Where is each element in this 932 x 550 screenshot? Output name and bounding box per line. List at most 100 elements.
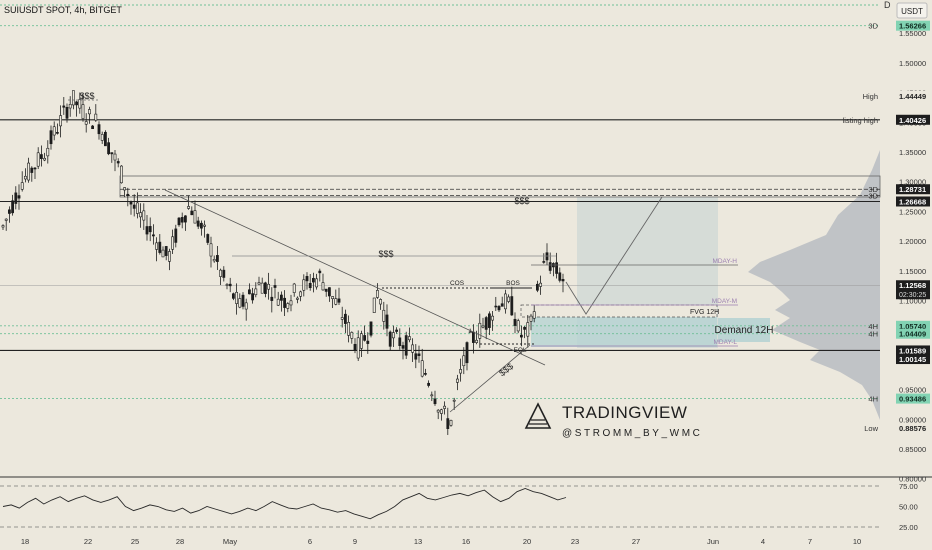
time-tick-label: 25 [131, 537, 139, 546]
candle-body [500, 303, 504, 307]
candle-body [561, 279, 565, 282]
candle-body [289, 300, 293, 306]
mday-m-label: MDAY-M [712, 298, 737, 305]
time-tick-label: 10 [853, 537, 861, 546]
price-box-11 [896, 393, 930, 404]
bos-label: BOS [506, 280, 520, 287]
corner-label: D [884, 0, 891, 10]
candle-body [529, 315, 533, 322]
candle-body [142, 210, 146, 221]
candle-body [116, 161, 120, 164]
candle-body [129, 201, 133, 205]
demand-label: Demand 12H [715, 325, 774, 336]
candle-body [14, 192, 18, 204]
rsi-tick-label: 25.00 [899, 523, 918, 532]
candle-body [443, 405, 447, 409]
candle-body [295, 297, 299, 300]
candle-body [324, 288, 328, 292]
candle-body [491, 315, 495, 321]
rsi-panel: 75.00 50.00 25.00 [0, 476, 932, 532]
candle-body [388, 331, 392, 347]
watermark-handle: @STROMM_BY_WMC [562, 428, 702, 439]
candle-body [84, 121, 88, 125]
candle-body [27, 162, 31, 181]
level-text-11: 4H [868, 395, 878, 404]
time-tick-label: 6 [308, 537, 312, 546]
candle-body [75, 101, 79, 106]
candle-body [417, 353, 421, 356]
candle-body [33, 167, 37, 170]
range-box-3d [119, 175, 881, 198]
candle-body [513, 318, 517, 326]
candle-body [404, 335, 408, 356]
price-box-text-7: 1.05740 [899, 322, 926, 331]
candle-body [484, 317, 488, 330]
time-tick-label: 18 [21, 537, 29, 546]
time-tick-label: 20 [523, 537, 531, 546]
candle-body [251, 293, 255, 301]
candle-body [391, 332, 395, 339]
candle-body [196, 220, 200, 227]
candle-body [555, 262, 559, 274]
candle-body [539, 282, 543, 287]
candle-body [100, 134, 104, 141]
candle-body [334, 298, 338, 305]
price-box-12 [896, 422, 930, 433]
candle-body [558, 272, 562, 281]
candle-body [414, 353, 418, 360]
projection-path [565, 196, 663, 315]
price-box-text-6: 1.12568 [899, 281, 926, 290]
level-text-7: 4H [868, 322, 878, 331]
candle-body [203, 224, 207, 227]
currency-button[interactable]: USDT [896, 2, 928, 19]
candle-body [72, 90, 75, 106]
candle-body [4, 218, 8, 221]
candle-body [55, 132, 59, 134]
candle-body [43, 157, 47, 161]
candle-body [39, 154, 43, 159]
candle-body [283, 297, 287, 308]
price-box-0 [896, 20, 930, 31]
time-tick-label: 13 [414, 537, 422, 546]
currency-label[interactable]: USDT [901, 7, 923, 16]
candle-body [17, 195, 21, 199]
candle-body [59, 115, 63, 127]
price-tick-label: 0.85000 [899, 445, 926, 454]
candle-body [395, 329, 399, 332]
candle-body [132, 204, 136, 209]
price-box-text-5: 1.26668 [899, 197, 926, 206]
candle-body [254, 288, 258, 296]
cos-label: COS [450, 280, 465, 287]
candle-body [23, 175, 27, 180]
candle-body [20, 182, 24, 190]
price-box-9 [896, 345, 930, 356]
candle-body [30, 167, 34, 173]
candle-body [497, 306, 501, 311]
candle-body [343, 313, 347, 324]
time-tick-label: 27 [632, 537, 640, 546]
liquidity-label-mid: $$$ [378, 249, 393, 259]
price-tick-label: 1.20000 [899, 237, 926, 246]
candle-body [366, 340, 370, 344]
candle-body [113, 153, 117, 161]
level-text-1: High [863, 92, 878, 101]
price-box-text-2: 1.40426 [899, 116, 926, 125]
candle-body [219, 269, 223, 277]
time-tick-label: 28 [176, 537, 184, 546]
candle-body [411, 344, 415, 353]
candle-body [152, 234, 155, 237]
candle-body [356, 337, 360, 359]
fvg-zone [520, 304, 718, 318]
watermark-logo: TRADINGVIEW @STROMM_BY_WMC [524, 402, 702, 439]
candle-body [126, 193, 130, 196]
candle-body [347, 322, 351, 336]
mday-h-label: MDAY-H [712, 258, 737, 265]
tradingview-logo-icon [524, 402, 552, 429]
candle-body [420, 360, 424, 377]
time-axis[interactable]: 18 22 25 28 May 6 9 13 16 20 23 27 Jun 4 7 10 [21, 537, 861, 546]
candle-body [273, 285, 277, 288]
candle-body [241, 294, 245, 307]
candle-body [209, 243, 213, 257]
candle-body [452, 399, 456, 402]
